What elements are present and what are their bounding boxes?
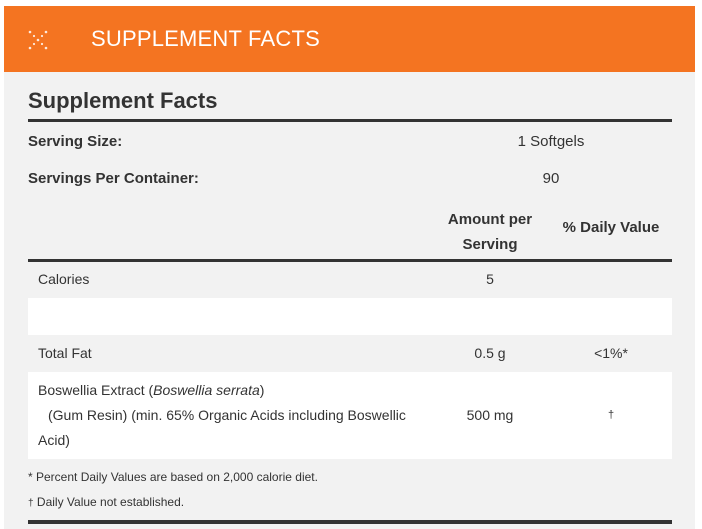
accordion-title: SUPPLEMENT FACTS [91,26,320,51]
amount-header-line2: Serving [462,236,518,253]
collapse-x-icon[interactable] [28,30,48,50]
divider [28,119,672,122]
footnote-percent-daily: * Percent Daily Values are based on 2,00… [28,470,318,484]
servings-per-container-value: 90 [542,170,560,187]
name-text: Acid) [38,432,70,448]
nutrient-amount: 500 mg [466,407,514,423]
nutrient-dv: <1%* [594,345,628,361]
footnote-text: Daily Value not established. [33,495,185,509]
nutrient-name: Total Fat [38,345,92,361]
facts-title: Supplement Facts [28,88,218,113]
serving-size-label: Serving Size: [28,133,123,150]
table-row: Total Fat 0.5 g <1%* [28,335,672,372]
supplement-facts-accordion-header[interactable]: SUPPLEMENT FACTS [4,6,695,72]
table-row: Boswellia Extract (Boswellia serrata) (G… [28,372,672,459]
nutrient-name: Calories [38,271,90,287]
nutrient-amount: 0.5 g [474,345,506,361]
name-text: ) [259,382,265,398]
daily-value-header: % Daily Value [562,219,660,236]
nutrient-amount: 5 [486,271,494,287]
dagger-mark: † [28,498,34,509]
divider [28,520,672,524]
amount-per-serving-header: Amount per Serving [430,207,550,257]
amount-header-line1: Amount per [447,211,533,228]
nutrient-name: Boswellia Extract (Boswellia serrata) (G… [38,378,428,453]
table-row [28,298,672,335]
servings-per-container-label: Servings Per Container: [28,170,199,187]
serving-size-value: 1 Softgels [517,133,585,150]
divider [28,259,672,262]
nutrient-dv: † [607,409,615,421]
latin-name: Boswellia serrata [153,382,260,398]
name-text: (Gum Resin) (min. 65% Organic Acids incl… [48,407,406,423]
footnote-dv-not-established: † Daily Value not established. [28,495,184,509]
name-text: Boswellia Extract ( [38,382,154,398]
table-row: Calories 5 [28,262,672,298]
